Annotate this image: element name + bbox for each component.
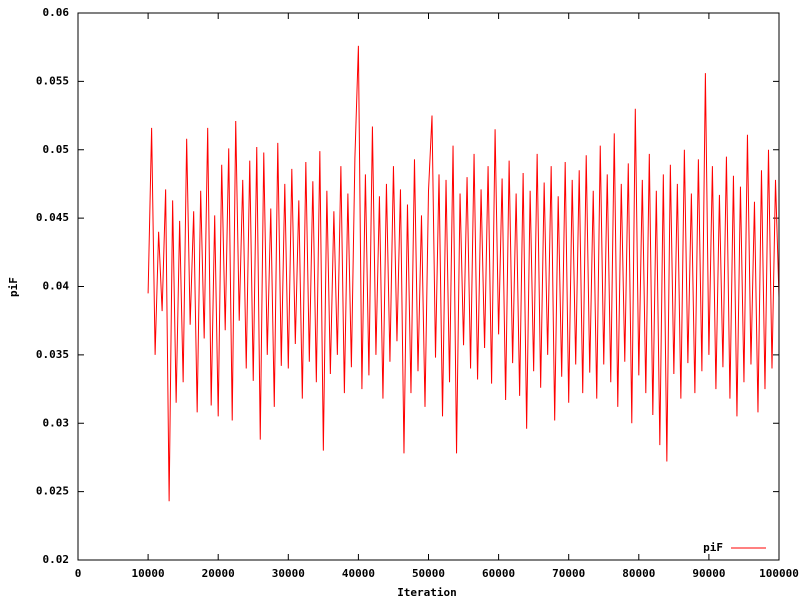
x-tick-label: 50000 <box>412 567 445 580</box>
plot-border <box>77 12 780 561</box>
y-tick-label: 0.02 <box>43 553 70 566</box>
y-axis-label: piF <box>7 277 20 297</box>
y-tick-label: 0.06 <box>43 6 70 19</box>
y-tick-label: 0.045 <box>36 211 69 224</box>
x-tick-label: 90000 <box>692 567 725 580</box>
data-line <box>147 45 780 502</box>
x-tick-label: 80000 <box>622 567 655 580</box>
legend-label: piF <box>703 541 723 554</box>
y-tick-label: 0.05 <box>43 143 70 156</box>
x-tick-label: 40000 <box>342 567 375 580</box>
y-tick-label: 0.03 <box>43 416 70 429</box>
x-axis-label: Iteration <box>397 586 457 599</box>
x-tick-label: 0 <box>75 567 82 580</box>
y-tick-label: 0.025 <box>36 485 69 498</box>
y-tick-label: 0.035 <box>36 348 69 361</box>
x-tick-label: 100000 <box>759 567 799 580</box>
x-tick-label: 10000 <box>132 567 165 580</box>
x-tick-label: 30000 <box>272 567 305 580</box>
y-tick-label: 0.055 <box>36 74 69 87</box>
x-tick-label: 20000 <box>202 567 235 580</box>
x-tick-label: 70000 <box>552 567 585 580</box>
y-tick-label: 0.04 <box>43 280 70 293</box>
x-tick-label: 60000 <box>482 567 515 580</box>
